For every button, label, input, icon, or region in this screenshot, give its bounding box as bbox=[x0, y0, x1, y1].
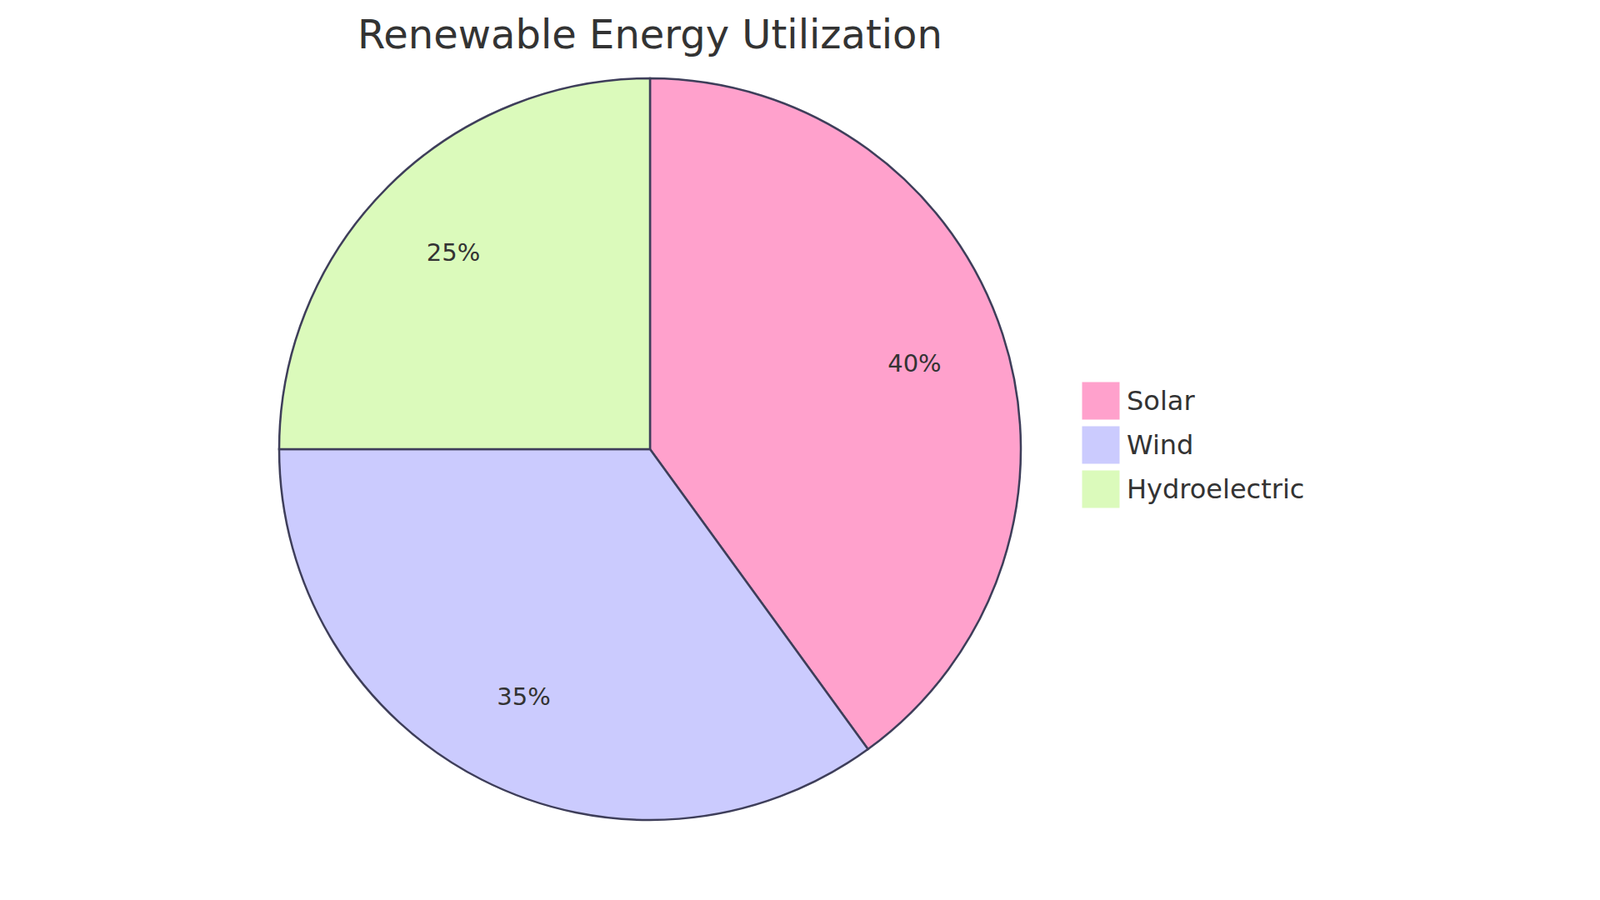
legend-swatch bbox=[1082, 426, 1120, 464]
legend-item: Wind bbox=[1082, 426, 1194, 464]
data-label: 35% bbox=[496, 682, 550, 711]
legend-label: Solar bbox=[1126, 385, 1195, 417]
legend: Solar Wind Hydroelectric bbox=[1082, 382, 1305, 508]
legend-label: Hydroelectric bbox=[1126, 473, 1305, 505]
chart-title: Renewable Energy Utilization bbox=[357, 10, 943, 58]
pie-group bbox=[279, 78, 1021, 820]
pie-slice bbox=[279, 78, 650, 450]
legend-label: Wind bbox=[1126, 429, 1194, 461]
pie-slice bbox=[279, 449, 869, 820]
data-label: 40% bbox=[887, 349, 941, 378]
legend-swatch bbox=[1082, 382, 1120, 420]
legend-swatch bbox=[1082, 470, 1120, 508]
data-labels: 40% 35% 25% bbox=[426, 238, 942, 711]
legend-item: Solar bbox=[1082, 382, 1195, 420]
chart-root: Renewable Energy Utilization 40% 35% 25% Sol… bbox=[0, 0, 1600, 900]
legend-item: Hydroelectric bbox=[1082, 470, 1305, 508]
data-label: 25% bbox=[426, 238, 480, 267]
